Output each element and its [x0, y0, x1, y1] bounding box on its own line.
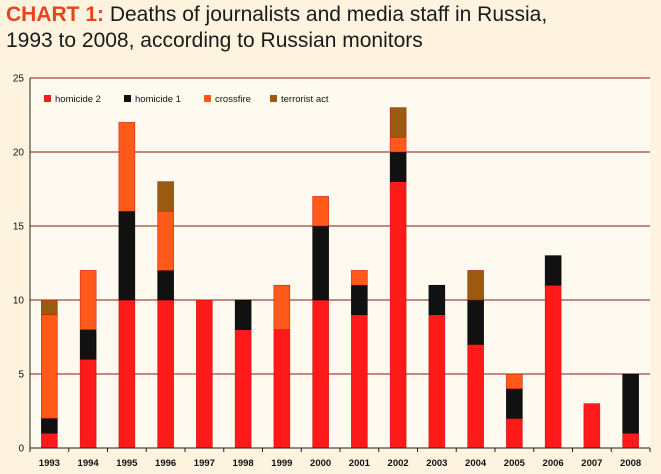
x-tick-label: 2006 [543, 458, 564, 469]
legend-label-crossfire: crossfire [215, 94, 251, 105]
bar-segment-homicide-2-2004 [467, 344, 484, 449]
bar-segment-homicide-2-1993 [41, 432, 58, 449]
legend-label-homicide-1: homicide 1 [135, 94, 181, 105]
x-tick-label: 2008 [620, 458, 641, 469]
chart-title-line2: 1993 to 2008, according to Russian monit… [6, 29, 423, 52]
bar-segment-crossfire-1994 [79, 270, 97, 330]
y-tick-label: 20 [13, 148, 25, 159]
legend-swatch-homicide-1 [124, 95, 131, 102]
bar-segment-terrorist-act-1993 [41, 299, 58, 316]
bar-segment-homicide-2-2005 [506, 418, 523, 449]
legend-swatch-terrorist-act [270, 95, 277, 102]
bar-segment-homicide-1-1998 [234, 299, 252, 330]
bar-segment-crossfire-2001 [351, 270, 368, 286]
bar-segment-crossfire-1999 [273, 284, 291, 330]
x-tick-label: 2000 [310, 458, 331, 469]
bar-segment-homicide-1-1995 [118, 210, 136, 301]
x-tick-label: 1999 [271, 458, 292, 469]
bar-segment-crossfire-1995 [118, 122, 136, 212]
bar-segment-crossfire-2002 [389, 136, 407, 153]
x-tick-label: 1993 [39, 458, 60, 469]
bar-segment-homicide-1-2000 [312, 225, 329, 301]
y-tick-label: 0 [18, 444, 24, 455]
bar-segment-homicide-2-2003 [428, 314, 446, 449]
y-tick-label: 5 [18, 370, 24, 381]
legend-swatch-crossfire [204, 95, 211, 102]
bar-segment-homicide-1-2001 [351, 284, 368, 316]
chart-title-lead: CHART 1: [6, 3, 104, 26]
bar-segment-homicide-2-2000 [312, 299, 329, 449]
legend-label-terrorist-act: terrorist act [281, 94, 329, 105]
bar-segment-homicide-2-1994 [79, 358, 97, 449]
bar-segment-homicide-1-2006 [544, 255, 562, 286]
bar-segment-homicide-1-1993 [41, 418, 58, 434]
y-tick-label: 15 [13, 222, 25, 233]
bar-segment-crossfire-1993 [41, 314, 58, 419]
bar-segment-homicide-1-1994 [79, 329, 97, 360]
bar-segment-homicide-1-2005 [506, 388, 523, 419]
bar-segment-crossfire-2000 [312, 196, 329, 227]
legend-label-homicide-2: homicide 2 [55, 94, 101, 105]
bar-segment-crossfire-2005 [506, 373, 523, 390]
bar-segment-homicide-2-1998 [234, 329, 252, 449]
bar-segment-homicide-2-1997 [196, 299, 213, 449]
bars [41, 107, 639, 449]
x-tick-label: 2002 [388, 458, 409, 469]
bar-segment-homicide-2-2001 [351, 314, 368, 449]
x-tick-label: 2007 [581, 458, 602, 469]
bar-segment-homicide-2-2002 [389, 181, 407, 449]
bar-segment-homicide-2-1996 [157, 299, 174, 449]
bar-segment-homicide-1-1996 [157, 270, 174, 301]
legend-swatch-homicide-2 [44, 95, 51, 102]
y-tick-label: 10 [13, 296, 25, 307]
bar-segment-homicide-1-2002 [389, 151, 407, 182]
bar-segment-terrorist-act-1996 [157, 181, 174, 212]
x-tick-label: 1997 [194, 458, 215, 469]
x-tick-label: 2004 [465, 458, 487, 469]
x-tick-label: 1996 [155, 458, 176, 469]
bar-segment-homicide-1-2008 [622, 373, 639, 434]
bar-segment-homicide-2-1999 [273, 329, 291, 449]
x-tick-label: 2003 [426, 458, 447, 469]
bar-segment-homicide-2-2006 [544, 284, 562, 449]
x-tick-label: 1998 [233, 458, 254, 469]
chart-title: CHART 1: Deaths of journalists and media… [6, 2, 656, 54]
bar-segment-homicide-2-2007 [583, 403, 601, 449]
bar-segment-terrorist-act-2004 [467, 270, 484, 301]
bar-segment-homicide-1-2003 [428, 284, 446, 316]
chart-title-line1: Deaths of journalists and media staff in… [104, 3, 548, 26]
bar-segment-homicide-1-2004 [467, 299, 484, 345]
axes: 0 5 10 15 20 25 1993 1994 1995 1996 1997 1998 1999 20… [13, 74, 651, 469]
bar-segment-terrorist-act-2002 [389, 107, 407, 138]
y-tick-label: 25 [13, 74, 25, 85]
bar-segment-crossfire-1996 [157, 210, 174, 271]
x-tick-label: 1994 [78, 458, 100, 469]
x-tick-label: 1995 [116, 458, 138, 469]
legend: homicide 2 homicide 1 crossfire terrorist a… [44, 94, 329, 105]
bar-segment-homicide-2-1995 [118, 299, 136, 449]
x-tick-label: 2001 [349, 458, 371, 469]
bar-segment-homicide-2-2008 [622, 432, 639, 449]
x-tick-label: 2005 [504, 458, 526, 469]
